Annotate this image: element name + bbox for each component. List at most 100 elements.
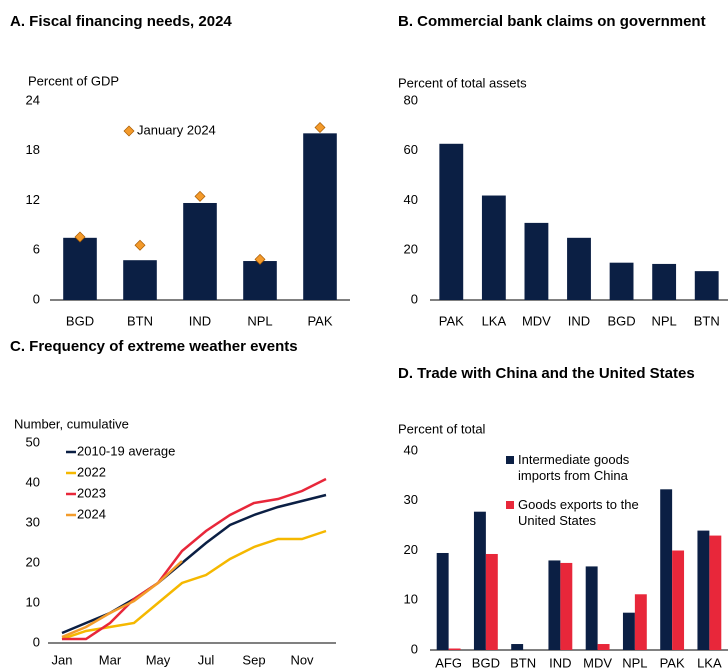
bar: [481, 195, 506, 300]
x-tick-label: BGD: [472, 655, 500, 669]
x-tick-label: PAK: [439, 313, 464, 328]
legend-marker: [123, 125, 135, 137]
bar: [524, 222, 549, 300]
bar: [597, 644, 610, 650]
x-tick-label: BGD: [66, 313, 94, 328]
bar: [485, 553, 498, 650]
x-tick-label: May: [146, 652, 171, 667]
marker: [74, 231, 86, 243]
bar: [634, 594, 647, 650]
bar: [63, 237, 97, 300]
panel-title: A. Fiscal financing needs, 2024: [10, 13, 232, 30]
legend-item: Goods exports to the United States: [506, 497, 646, 529]
bar: [243, 261, 277, 300]
x-tick-label: NPL: [622, 655, 647, 669]
legend-label: Intermediate goods imports from China: [518, 452, 630, 483]
bar: [660, 489, 673, 650]
y-tick-label: 60: [404, 142, 418, 157]
x-tick-label: Jan: [52, 652, 73, 667]
x-tick-label: BTN: [694, 313, 720, 328]
bar: [709, 535, 722, 650]
y-axis-label: Percent of total assets: [398, 75, 527, 90]
marker: [194, 190, 206, 202]
y-tick-label: 20: [404, 542, 418, 557]
x-tick-label: PAK: [660, 655, 685, 669]
legend-label: 2023: [77, 485, 106, 500]
legend-label: Goods exports to the United States: [518, 497, 639, 528]
bar: [548, 560, 561, 650]
legend-item: Intermediate goods imports from China: [506, 452, 656, 484]
y-axis-label: Number, cumulative: [14, 416, 129, 431]
legend-swatch: [506, 456, 514, 464]
bar: [436, 552, 449, 650]
marker: [254, 253, 266, 265]
bar: [448, 648, 461, 650]
line: [61, 529, 327, 641]
y-tick-label: 10: [404, 592, 418, 607]
bar: [560, 562, 573, 650]
line: [61, 560, 183, 639]
y-tick-label: 40: [404, 192, 418, 207]
x-tick-label: AFG: [435, 655, 462, 669]
bar: [652, 263, 677, 300]
x-tick-label: BTN: [510, 655, 536, 669]
bar: [439, 143, 464, 300]
legend-label: January 2024: [137, 122, 216, 137]
y-tick-label: 30: [404, 492, 418, 507]
x-tick-label: MDV: [522, 313, 551, 328]
y-tick-label: 30: [26, 514, 40, 529]
y-axis-label: Percent of total: [398, 421, 486, 436]
bar: [511, 644, 524, 650]
marker: [134, 239, 146, 251]
y-tick-label: 18: [26, 142, 40, 157]
x-tick-label: PAK: [307, 313, 332, 328]
y-tick-label: 20: [404, 242, 418, 257]
x-tick-label: LKA: [697, 655, 722, 669]
legend-label: 2022: [77, 464, 106, 479]
x-tick-label: Sep: [242, 652, 265, 667]
bar: [567, 237, 591, 300]
bar: [697, 530, 710, 650]
x-tick-label: IND: [568, 313, 590, 328]
x-tick-label: LKA: [482, 313, 507, 328]
y-tick-label: 0: [33, 291, 40, 306]
y-tick-label: 0: [33, 634, 40, 649]
marker: [314, 122, 326, 134]
bar: [694, 271, 719, 300]
x-tick-label: BGD: [607, 313, 635, 328]
y-tick-label: 6: [33, 242, 40, 257]
x-tick-label: MDV: [583, 655, 612, 669]
x-tick-label: BTN: [127, 313, 153, 328]
line: [62, 477, 327, 641]
legend-label: 2010-19 average: [77, 443, 175, 458]
y-tick-label: 12: [26, 192, 40, 207]
x-tick-label: IND: [189, 313, 211, 328]
bar: [183, 202, 217, 300]
x-tick-label: NPL: [651, 313, 676, 328]
bar: [672, 550, 685, 650]
y-axis-label: Percent of GDP: [28, 73, 119, 88]
x-tick-label: NPL: [247, 313, 272, 328]
x-tick-label: Jul: [198, 652, 215, 667]
y-tick-label: 40: [404, 442, 418, 457]
bar: [622, 612, 635, 650]
y-tick-label: 40: [26, 474, 40, 489]
x-tick-label: Mar: [99, 652, 122, 667]
x-tick-label: IND: [549, 655, 571, 669]
legend-swatch: [506, 501, 514, 509]
y-tick-label: 80: [404, 92, 418, 107]
bar: [473, 511, 486, 650]
x-tick-label: Nov: [290, 652, 314, 667]
y-tick-label: 20: [26, 554, 40, 569]
bar: [123, 260, 157, 300]
y-tick-label: 50: [26, 434, 40, 449]
panel-title: D. Trade with China and the United State…: [398, 365, 695, 382]
y-tick-label: 24: [26, 92, 40, 107]
y-tick-label: 10: [26, 594, 40, 609]
bar: [303, 133, 337, 300]
panel-title: B. Commercial bank claims on government: [398, 13, 706, 30]
legend-label: 2024: [77, 506, 106, 521]
bar: [609, 262, 634, 300]
